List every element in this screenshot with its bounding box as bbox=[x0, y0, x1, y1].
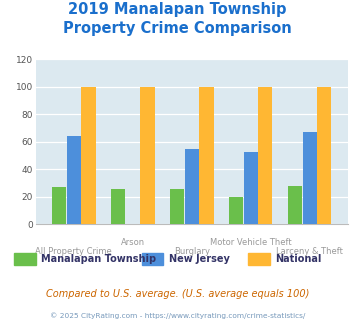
Bar bbox=[141, 87, 154, 224]
Text: Motor Vehicle Theft: Motor Vehicle Theft bbox=[210, 238, 291, 247]
Text: New Jersey: New Jersey bbox=[169, 254, 229, 264]
Text: Manalapan Township: Manalapan Township bbox=[41, 254, 156, 264]
Bar bbox=[82, 87, 95, 224]
Text: © 2025 CityRating.com - https://www.cityrating.com/crime-statistics/: © 2025 CityRating.com - https://www.city… bbox=[50, 312, 305, 318]
Text: Arson: Arson bbox=[121, 238, 145, 247]
Bar bbox=[52, 187, 66, 224]
Bar bbox=[229, 197, 243, 224]
Bar bbox=[67, 136, 81, 224]
Text: All Property Crime: All Property Crime bbox=[36, 248, 112, 256]
Text: National: National bbox=[275, 254, 322, 264]
Text: Property Crime Comparison: Property Crime Comparison bbox=[63, 21, 292, 36]
Bar bbox=[111, 189, 125, 224]
Bar bbox=[302, 132, 317, 224]
Bar bbox=[288, 186, 302, 224]
Text: Burglary: Burglary bbox=[174, 248, 210, 256]
Text: Compared to U.S. average. (U.S. average equals 100): Compared to U.S. average. (U.S. average … bbox=[46, 289, 309, 299]
Bar bbox=[244, 151, 258, 224]
Text: 2019 Manalapan Township: 2019 Manalapan Township bbox=[68, 2, 287, 16]
Bar bbox=[317, 87, 332, 224]
Bar bbox=[200, 87, 213, 224]
Bar bbox=[185, 149, 199, 224]
Bar bbox=[258, 87, 272, 224]
Text: Larceny & Theft: Larceny & Theft bbox=[276, 248, 343, 256]
Bar bbox=[170, 189, 184, 224]
